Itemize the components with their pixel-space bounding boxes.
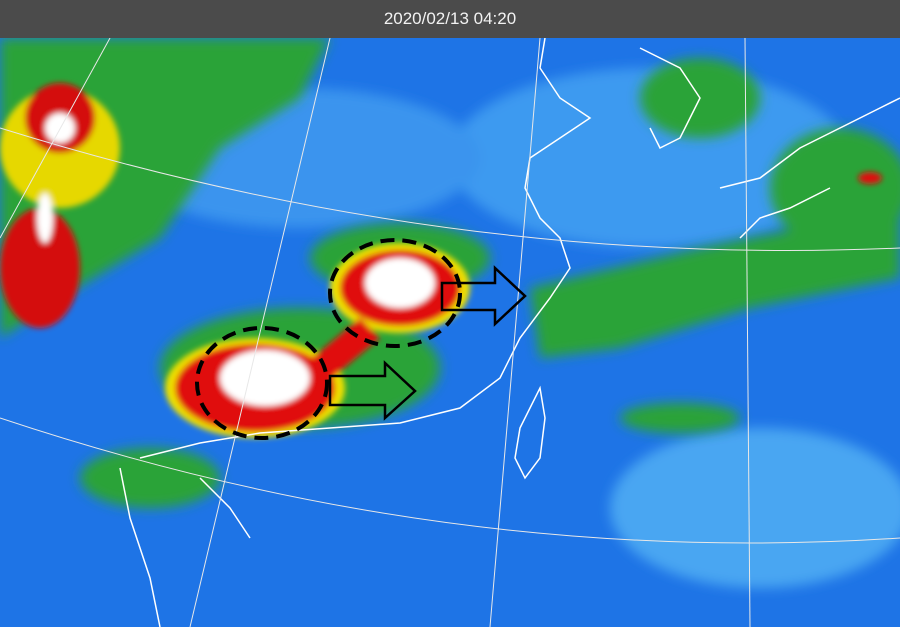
lat-lon-grid	[0, 38, 900, 627]
western-cluster-circle	[195, 326, 329, 440]
arrows	[328, 265, 527, 421]
coastlines	[119, 38, 900, 627]
dashed-circles	[195, 238, 462, 440]
timestamp-bar: 2020/02/13 04:20	[0, 0, 900, 38]
arrow-east-2	[328, 360, 417, 421]
timestamp: 2020/02/13 04:20	[383, 9, 517, 28]
satellite-image	[0, 38, 900, 627]
arrow-east-1	[440, 265, 527, 327]
high-cloud-layer	[0, 83, 882, 438]
eastern-cluster-circle	[328, 238, 462, 348]
